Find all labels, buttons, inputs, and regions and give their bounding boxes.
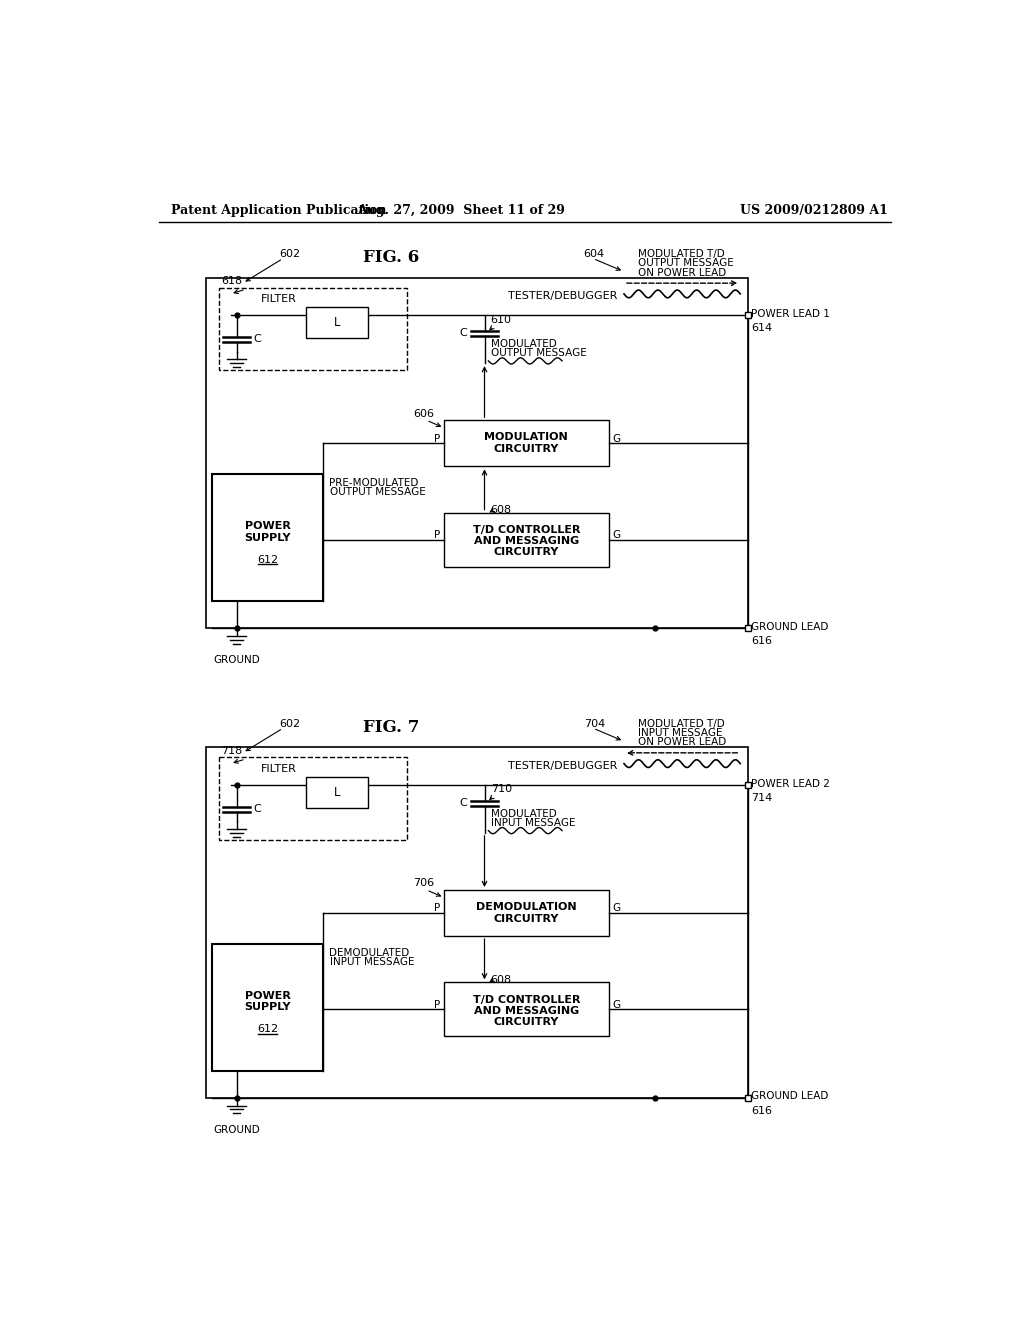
Text: FILTER: FILTER <box>261 763 297 774</box>
Bar <box>219 288 407 370</box>
Text: 604: 604 <box>584 249 605 259</box>
Bar <box>444 890 608 936</box>
Text: P: P <box>434 903 440 913</box>
Text: MODULATED: MODULATED <box>490 809 556 818</box>
Bar <box>212 944 324 1071</box>
Text: GROUND: GROUND <box>213 1125 260 1135</box>
Text: 718: 718 <box>221 746 243 756</box>
Text: 610: 610 <box>490 314 512 325</box>
Text: ON POWER LEAD: ON POWER LEAD <box>638 268 726 277</box>
Text: GROUND LEAD: GROUND LEAD <box>751 1092 828 1101</box>
Text: 612: 612 <box>257 1024 279 1035</box>
Text: C: C <box>254 334 261 345</box>
Text: 616: 616 <box>751 1106 772 1115</box>
Text: CIRCUITRY: CIRCUITRY <box>494 915 559 924</box>
Text: FIG. 7: FIG. 7 <box>364 719 420 737</box>
Text: AND MESSAGING: AND MESSAGING <box>474 536 579 546</box>
Text: L: L <box>334 315 341 329</box>
Text: FIG. 6: FIG. 6 <box>364 249 420 267</box>
Text: MODULATED T/D: MODULATED T/D <box>638 249 725 259</box>
Text: OUTPUT MESSAGE: OUTPUT MESSAGE <box>490 348 587 358</box>
Text: ON POWER LEAD: ON POWER LEAD <box>638 738 726 747</box>
Text: OUTPUT MESSAGE: OUTPUT MESSAGE <box>638 259 734 268</box>
Text: P: P <box>434 529 440 540</box>
Text: POWER LEAD 1: POWER LEAD 1 <box>751 309 830 319</box>
Text: 608: 608 <box>490 974 512 985</box>
Text: G: G <box>612 903 621 913</box>
Bar <box>206 747 748 1098</box>
Text: 612: 612 <box>257 554 279 565</box>
Text: 606: 606 <box>414 409 434 418</box>
Text: TESTER/DEBUGGER: TESTER/DEBUGGER <box>508 290 617 301</box>
Text: MODULATION: MODULATION <box>484 432 568 442</box>
Text: C: C <box>460 797 467 808</box>
Bar <box>212 474 324 601</box>
Text: 602: 602 <box>280 249 300 259</box>
Text: 704: 704 <box>584 719 605 729</box>
Bar <box>444 512 608 566</box>
Text: 710: 710 <box>490 784 512 795</box>
Text: GROUND LEAD: GROUND LEAD <box>751 622 828 631</box>
Text: OUTPUT MESSAGE: OUTPUT MESSAGE <box>330 487 425 498</box>
Text: AND MESSAGING: AND MESSAGING <box>474 1006 579 1016</box>
Text: POWER: POWER <box>245 991 291 1001</box>
Text: C: C <box>254 804 261 814</box>
Text: Aug. 27, 2009  Sheet 11 of 29: Aug. 27, 2009 Sheet 11 of 29 <box>357 205 565 218</box>
Text: 608: 608 <box>490 506 512 515</box>
Text: DEMODULATED: DEMODULATED <box>330 948 410 957</box>
Text: P: P <box>434 999 440 1010</box>
Bar <box>219 758 407 840</box>
Text: PRE-MODULATED: PRE-MODULATED <box>330 478 419 488</box>
Text: GROUND: GROUND <box>213 655 260 665</box>
Text: INPUT MESSAGE: INPUT MESSAGE <box>330 957 414 966</box>
Text: MODULATED: MODULATED <box>490 339 556 350</box>
Text: 706: 706 <box>414 878 434 888</box>
Text: SUPPLY: SUPPLY <box>245 533 291 543</box>
Text: US 2009/0212809 A1: US 2009/0212809 A1 <box>739 205 888 218</box>
Text: FILTER: FILTER <box>261 294 297 304</box>
Text: MODULATED T/D: MODULATED T/D <box>638 719 725 729</box>
Bar <box>306 308 369 338</box>
Text: T/D CONTROLLER: T/D CONTROLLER <box>473 525 581 536</box>
Text: POWER: POWER <box>245 521 291 531</box>
Text: G: G <box>612 999 621 1010</box>
Text: POWER LEAD 2: POWER LEAD 2 <box>751 779 830 788</box>
Text: CIRCUITRY: CIRCUITRY <box>494 546 559 557</box>
Text: G: G <box>612 434 621 444</box>
Bar <box>306 776 369 808</box>
Text: Patent Application Publication: Patent Application Publication <box>171 205 386 218</box>
Text: 618: 618 <box>221 276 242 286</box>
Text: L: L <box>334 785 341 799</box>
Bar <box>444 982 608 1036</box>
Text: C: C <box>460 329 467 338</box>
Text: INPUT MESSAGE: INPUT MESSAGE <box>490 817 575 828</box>
Text: 614: 614 <box>751 323 772 333</box>
Text: CIRCUITRY: CIRCUITRY <box>494 1016 559 1027</box>
Text: DEMODULATION: DEMODULATION <box>476 902 577 912</box>
Text: INPUT MESSAGE: INPUT MESSAGE <box>638 729 723 738</box>
Bar <box>444 420 608 466</box>
Text: CIRCUITRY: CIRCUITRY <box>494 445 559 454</box>
Text: 714: 714 <box>751 793 772 803</box>
Text: T/D CONTROLLER: T/D CONTROLLER <box>473 995 581 1005</box>
Bar <box>206 277 748 628</box>
Text: 602: 602 <box>280 719 300 729</box>
Text: TESTER/DEBUGGER: TESTER/DEBUGGER <box>508 760 617 771</box>
Text: G: G <box>612 529 621 540</box>
Text: P: P <box>434 434 440 444</box>
Text: SUPPLY: SUPPLY <box>245 1002 291 1012</box>
Text: 616: 616 <box>751 636 772 645</box>
